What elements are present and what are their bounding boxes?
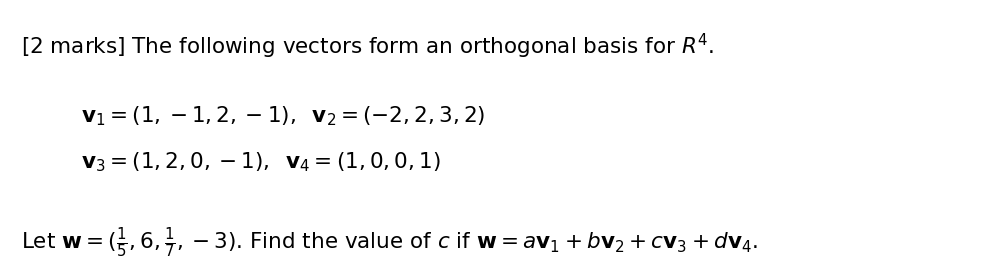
Text: Let $\mathbf{w} = (\frac{1}{5},6,\frac{1}{7},-3)$. Find the value of $c$ if $\ma: Let $\mathbf{w} = (\frac{1}{5},6,\frac{1… [21, 225, 757, 260]
Text: $\mathbf{v}_3 = (1,2,0,-1),\;\;\mathbf{v}_4 = (1,0,0,1)$: $\mathbf{v}_3 = (1,2,0,-1),\;\;\mathbf{v… [81, 151, 441, 174]
Text: $\mathbf{v}_1 = (1,-1,2,-1),\;\;\mathbf{v}_2 = (-2,2,3,2)$: $\mathbf{v}_1 = (1,-1,2,-1),\;\;\mathbf{… [81, 104, 485, 128]
Text: [2 marks] The following vectors form an orthogonal basis for $R^4$.: [2 marks] The following vectors form an … [21, 32, 714, 61]
